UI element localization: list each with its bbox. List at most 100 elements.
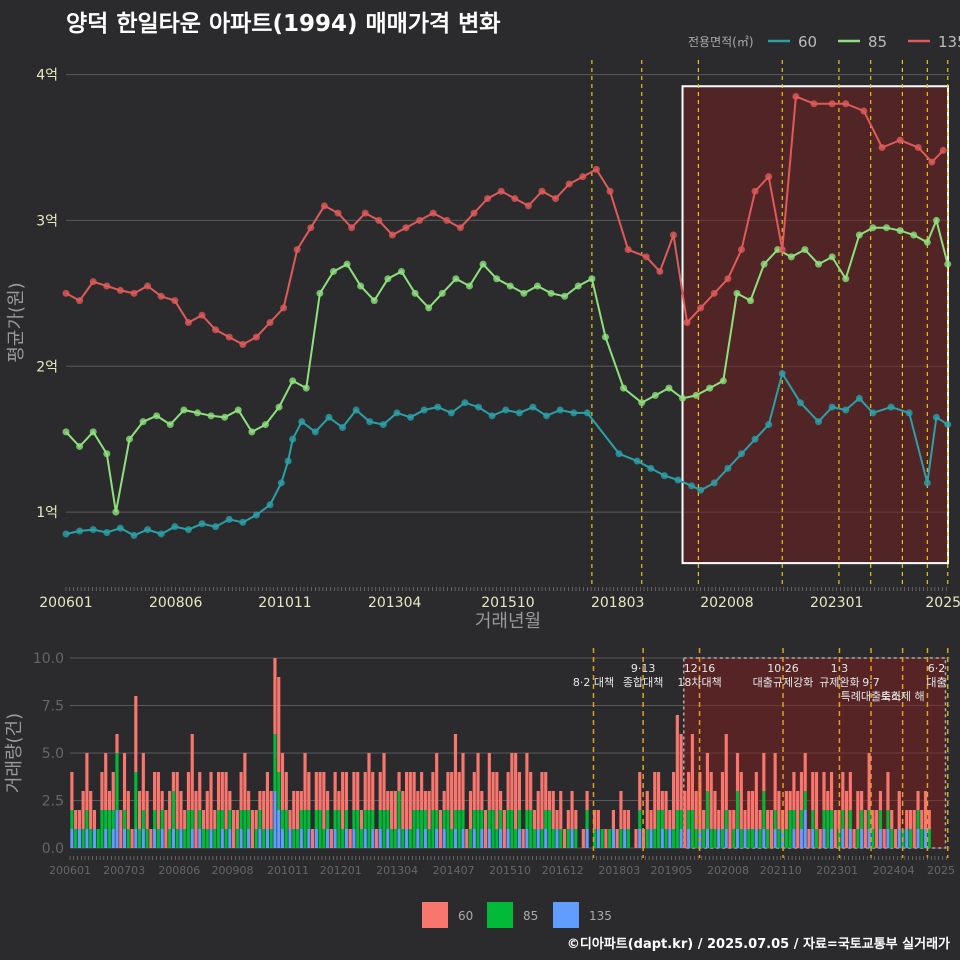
bar-segment: [153, 772, 157, 810]
bar-segment: [265, 829, 270, 848]
series-point-135: [171, 297, 179, 305]
series-point-85: [452, 275, 460, 283]
bar-segment: [104, 829, 108, 848]
bar-segment: [860, 810, 864, 829]
bar-segment: [352, 772, 356, 810]
bar-segment: [596, 829, 600, 848]
series-point-135: [280, 304, 288, 312]
series-point-85: [506, 282, 514, 290]
series-point-60: [225, 515, 233, 523]
series-point-85: [479, 260, 487, 268]
series-point-85: [896, 227, 904, 235]
bar-segment: [397, 791, 401, 829]
series-point-85: [801, 246, 809, 254]
series-point-85: [438, 289, 446, 297]
bar-segment: [333, 772, 337, 810]
bar-segment: [153, 829, 157, 848]
x-tick-label: 202008: [700, 595, 753, 611]
bar-segment: [521, 829, 525, 848]
bar-segment: [179, 791, 183, 829]
series-point-135: [293, 246, 301, 254]
series-point-135: [939, 146, 947, 154]
series-point-135: [642, 253, 650, 261]
series-point-60: [869, 409, 877, 417]
bar-segment: [826, 810, 830, 848]
series-point-60: [379, 421, 387, 429]
series-point-85: [166, 421, 174, 429]
policy-annotation: 토허제 해: [881, 689, 925, 703]
series-point-135: [896, 136, 904, 144]
bar-segment: [829, 829, 834, 848]
bar-segment: [799, 810, 804, 829]
bar-segment: [833, 810, 837, 848]
bar-segment: [228, 829, 232, 848]
bar-segment: [307, 810, 311, 829]
series-point-85: [493, 275, 501, 283]
bar-segment: [863, 810, 867, 848]
bar-segment: [750, 791, 755, 829]
series-point-60: [778, 370, 786, 378]
bar-segment: [506, 772, 510, 810]
series-point-60: [434, 403, 442, 411]
bar-segment: [371, 810, 375, 829]
series-point-85: [103, 450, 111, 458]
bar-segment: [574, 829, 578, 848]
y-axis-label: 평균가(원): [6, 282, 27, 362]
series-point-85: [139, 418, 147, 426]
bar-segment: [743, 810, 747, 829]
series-point-85: [343, 260, 351, 268]
legend-label-60: 60: [798, 33, 817, 51]
bar-segment: [461, 810, 465, 829]
bar-segment: [649, 829, 653, 848]
bar-segment: [190, 734, 194, 810]
policy-annotation: 9·7: [862, 676, 880, 689]
bar-segment: [927, 829, 931, 848]
bar-segment: [732, 829, 736, 848]
bar-segment: [220, 810, 224, 829]
bar-segment: [690, 810, 694, 848]
bar-segment: [235, 810, 239, 829]
bar-segment: [893, 829, 898, 848]
bar-segment: [698, 772, 702, 829]
bar-segment: [81, 791, 85, 829]
bar-segment: [405, 829, 409, 848]
series-point-85: [747, 297, 755, 305]
series-point-135: [320, 202, 328, 210]
x-tick-label: 201011: [258, 595, 311, 611]
bar-segment: [886, 810, 890, 829]
bar-segment: [81, 829, 85, 848]
bar-segment: [77, 810, 81, 829]
bar-segment: [687, 810, 691, 829]
bar-x-tick-label: 201011: [267, 864, 309, 877]
bar-segment: [668, 829, 672, 848]
series-point-135: [606, 187, 614, 195]
bar-segment: [619, 829, 623, 848]
bar-segment: [141, 810, 145, 829]
bar-segment: [435, 829, 439, 848]
series-point-60: [724, 464, 732, 472]
bar-segment: [288, 829, 292, 848]
bar-segment: [303, 810, 307, 848]
bar-segment: [848, 810, 852, 829]
bar-segment: [679, 810, 683, 829]
bar-segment: [198, 772, 202, 810]
bar-segment: [510, 753, 514, 810]
bar-segment: [352, 810, 356, 829]
bar-y-tick-label: 7.5: [42, 699, 64, 715]
bar-x-tick-label: 200601: [49, 864, 91, 877]
bar-segment: [205, 791, 209, 829]
bar-segment: [378, 772, 382, 810]
bar-segment: [356, 772, 360, 810]
bar-segment: [389, 829, 394, 848]
series-point-60: [697, 486, 705, 494]
series-point-135: [810, 100, 818, 108]
series-point-60: [239, 518, 247, 526]
bar-segment: [920, 829, 924, 848]
y-tick-label: 2억: [36, 359, 58, 375]
bar-segment: [649, 810, 653, 829]
bar-segment: [875, 810, 879, 848]
bar-segment: [762, 829, 766, 848]
series-point-85: [153, 412, 161, 420]
series-point-135: [225, 333, 233, 341]
bar-segment: [871, 829, 875, 848]
